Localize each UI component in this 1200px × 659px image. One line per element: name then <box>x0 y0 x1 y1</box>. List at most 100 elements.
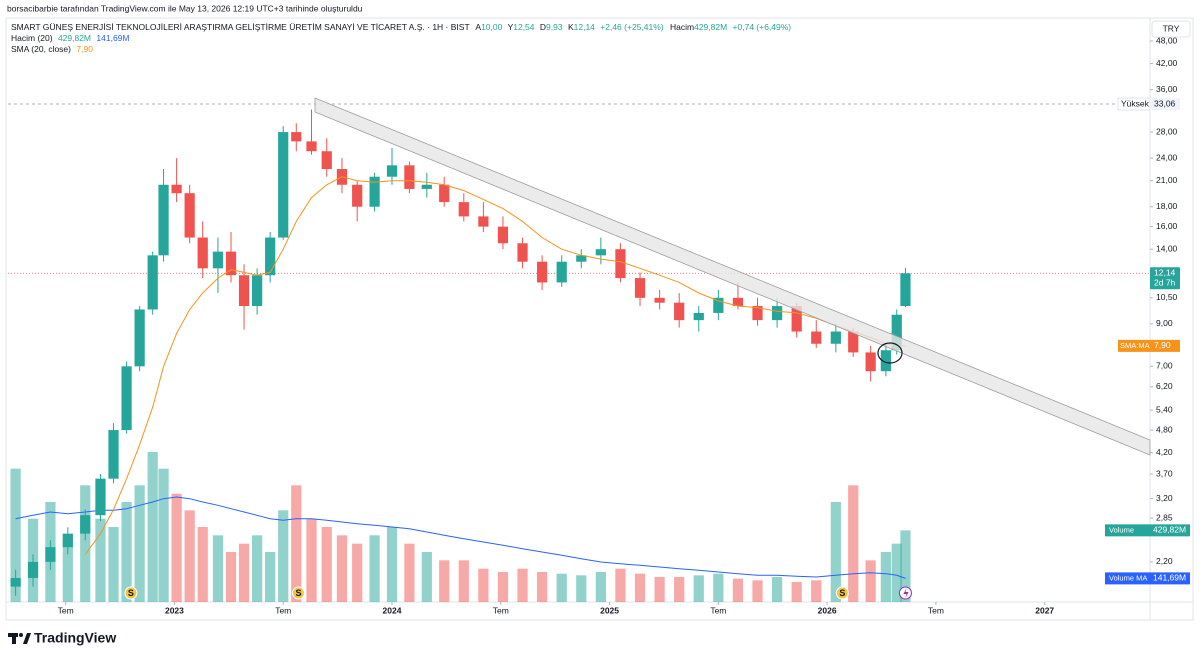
ohlc-key: K <box>568 22 574 32</box>
candle-body <box>811 331 822 344</box>
y-tick-label: 16,00 <box>1156 221 1178 231</box>
volume-bar <box>497 572 509 602</box>
candle-body <box>634 278 646 298</box>
candle-body <box>654 297 665 303</box>
candle-body <box>265 237 276 276</box>
candle-body <box>771 306 783 321</box>
currency-button[interactable] <box>1151 20 1191 38</box>
candle-body <box>386 165 398 177</box>
candle-body <box>458 202 469 217</box>
candle-body <box>693 312 704 321</box>
candle-body <box>713 297 724 313</box>
y-tick-label: 21,00 <box>1156 175 1178 185</box>
volume-change: +0,74 (+6,49%) <box>733 22 792 32</box>
volume-bar <box>184 510 195 602</box>
volume-tag-box <box>1150 572 1190 585</box>
volume-tag-box <box>1150 524 1190 537</box>
candle-body <box>291 132 302 142</box>
x-tick-label: 2027 <box>1035 605 1054 615</box>
candle-body <box>134 309 145 367</box>
y-tick-label: 6,20 <box>1156 381 1173 391</box>
candle-body <box>421 184 432 189</box>
y-tick-label: 36,00 <box>1156 84 1178 94</box>
price-tag-box <box>1150 98 1180 111</box>
logo-mark <box>23 633 31 644</box>
event-label: S <box>128 588 134 598</box>
candle-body <box>10 577 21 587</box>
symbol: SMART GÜNEŞ ENERJİSİ TEKNOLOJİLERİ ARAŞT… <box>11 22 469 32</box>
candle-body <box>95 478 106 516</box>
volume-bar <box>478 568 489 602</box>
volume-bar <box>900 530 911 602</box>
volume-bar <box>369 535 380 602</box>
candle-body <box>306 141 317 152</box>
legend-value: 429,82M <box>58 33 91 43</box>
candle-body <box>439 184 450 203</box>
symbol-line: SMART GÜNEŞ ENERJİSİ TEKNOLOJİLERİ ARAŞT… <box>11 22 791 32</box>
volume-bar <box>865 560 876 602</box>
ohlc-value: 12,14 <box>574 22 596 32</box>
candle-body <box>900 273 911 307</box>
x-tick-label: Tem <box>928 605 944 615</box>
volume-bar <box>693 575 704 602</box>
candle-body <box>197 237 208 269</box>
volume-bar <box>278 510 289 602</box>
y-tick-label: 7,00 <box>1156 361 1173 371</box>
volume-bar <box>752 580 763 602</box>
volume-bar <box>62 535 73 602</box>
logo-text: TradingView <box>34 630 116 646</box>
y-tick-label: 3,70 <box>1156 468 1173 478</box>
legend-row: SMA (20, close) 7,90 <box>11 44 93 54</box>
volume-bar <box>321 527 332 602</box>
logo: TradingView <box>8 630 116 646</box>
price-tag-name-box <box>1118 339 1150 352</box>
currency[interactable]: TRY <box>1163 23 1180 33</box>
volume-value: 429,82M <box>694 22 727 32</box>
y-tick-label: 2,85 <box>1156 512 1173 522</box>
candle-body <box>556 261 567 283</box>
candle-body <box>674 302 685 321</box>
legend-value: 141,69M <box>96 33 129 43</box>
event-label: S <box>295 588 301 598</box>
y-tick-label: 14,00 <box>1156 243 1178 253</box>
x-tick-label: Tem <box>275 605 291 615</box>
candle-body <box>147 255 158 310</box>
highlight-circle <box>877 342 903 364</box>
ohlc-key: D <box>540 22 546 32</box>
event-marker <box>291 586 305 600</box>
volume-bar <box>238 543 250 602</box>
candle-body <box>369 176 380 207</box>
x-tick-label: 2025 <box>600 605 619 615</box>
candle-body <box>225 251 237 276</box>
candle-body <box>80 515 91 534</box>
candle-body <box>576 255 587 262</box>
price-tag: 7,90 <box>1154 340 1171 350</box>
volume-bar <box>212 535 224 602</box>
volume-bar <box>654 577 665 602</box>
volume-ma-line <box>15 496 906 579</box>
y-tick-label: 28,00 <box>1156 126 1178 136</box>
y-tick-label: 5,40 <box>1156 404 1173 414</box>
volume-bar <box>306 518 317 602</box>
volume-bar <box>291 485 302 602</box>
candle-body <box>404 165 415 189</box>
legend-row: Hacim (20) 429,82M 141,69M <box>11 33 130 43</box>
candle-body <box>891 314 902 351</box>
sma-line <box>84 176 906 555</box>
change: +2,46 (+25,41%) <box>600 22 663 32</box>
candle-body <box>537 261 548 283</box>
volume-bar <box>10 468 21 602</box>
plot: Tem 2023 Tem 2024 Tem 2025 Tem 2026 Tem 2027 <box>8 40 1153 615</box>
ohlc-value: 10,00 <box>481 22 503 32</box>
ohlc-key: Y <box>508 22 514 32</box>
event-marker <box>124 586 138 600</box>
volume-label: Hacim <box>670 22 694 32</box>
volume-bar <box>537 572 548 602</box>
candle-body <box>791 306 802 332</box>
y-tick-label: 48,00 <box>1156 35 1178 45</box>
candle-body <box>238 275 250 307</box>
legend-value: 7,90 <box>76 44 93 54</box>
price-tag-name: Yüksek <box>1121 98 1150 108</box>
volume-bar <box>713 573 724 602</box>
